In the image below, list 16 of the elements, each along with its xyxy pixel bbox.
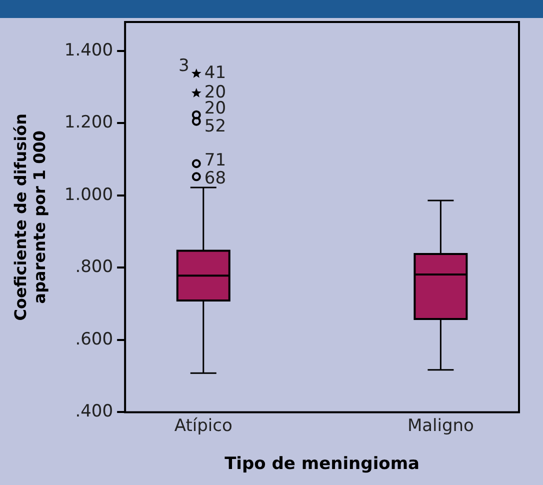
y-tick-label: .400	[75, 402, 114, 422]
annotation: 71	[204, 150, 226, 171]
y-tick-label: 1.400	[64, 40, 114, 60]
y-tick-label: 1.200	[64, 112, 114, 133]
annotation: 3	[178, 56, 190, 76]
annotation: 52	[204, 116, 226, 137]
y-tick-label: .800	[75, 257, 114, 278]
x-tick-label: Maligno	[407, 416, 474, 436]
x-tick-label: Atípico	[174, 416, 232, 436]
annotation: 41	[204, 63, 226, 84]
y-axis-title: Coeficiente de difusión aparente por 1 000	[10, 113, 49, 321]
annotation: 20	[204, 98, 226, 119]
x-axis-title: Tipo de meningioma	[224, 454, 420, 474]
annotation: 68	[204, 168, 226, 189]
y-tick-label: 1.000	[64, 184, 114, 205]
y-tick-label: .600	[75, 329, 114, 350]
